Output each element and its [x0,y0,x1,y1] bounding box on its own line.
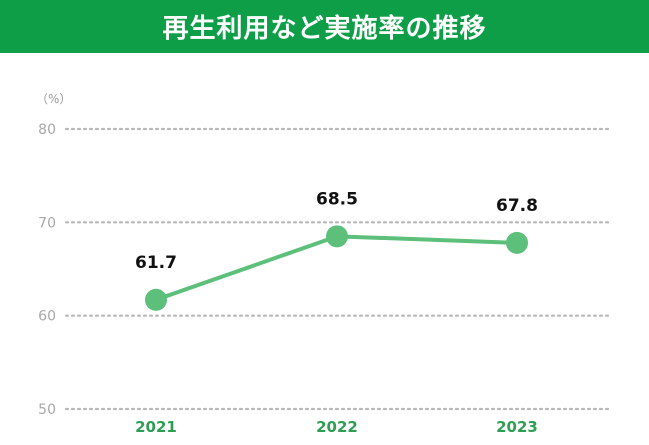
x-axis-ticks: 2021 2022 2023 [135,418,538,436]
data-label-2023: 67.8 [496,196,538,216]
y-tick-label-50: 50 [38,402,56,418]
x-tick-label-2021: 2021 [135,418,177,436]
data-labels: 61.7 68.5 67.8 [135,189,538,272]
x-tick-label-2023: 2023 [496,418,538,436]
series-recycling-rate [145,225,528,311]
data-point-2021 [145,288,167,311]
y-tick-label-80: 80 [38,122,56,138]
y-tick-label-60: 60 [38,309,56,325]
gridlines [64,127,612,411]
y-axis-ticks: 50 60 70 80 [38,122,56,418]
y-axis-unit-label: （%） [36,92,71,106]
chart-title: 再生利用など実施率の推移 [162,14,487,44]
data-label-2022: 68.5 [316,189,358,209]
chart-title-bar: 再生利用など実施率の推移 [0,0,649,53]
data-point-2022 [326,225,348,248]
x-tick-label-2022: 2022 [316,418,358,436]
data-label-2021: 61.7 [135,253,177,273]
y-tick-label-70: 70 [38,215,56,231]
data-point-2023 [506,231,528,254]
